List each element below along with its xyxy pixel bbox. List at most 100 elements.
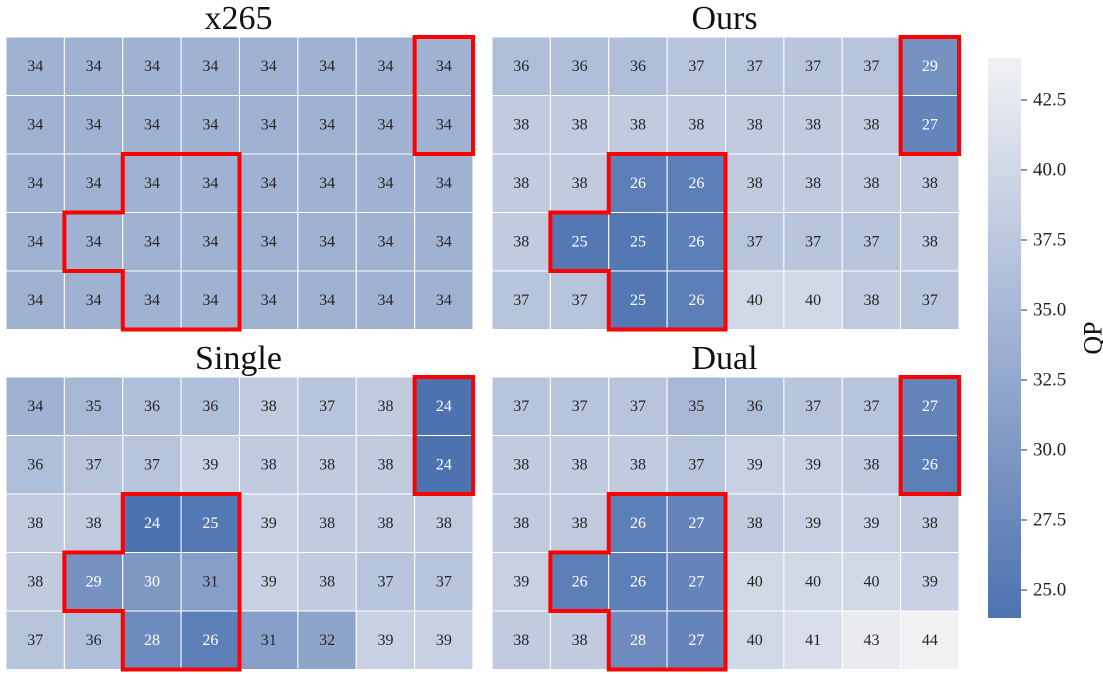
colorbar-tick-label: 27.5 — [1033, 510, 1066, 531]
cell-value-label: 38 — [436, 515, 452, 532]
cell-value-label: 37 — [630, 398, 646, 415]
cell-value-label: 40 — [747, 573, 763, 590]
heatmap-cell — [63, 153, 124, 213]
heatmap-cell — [725, 95, 785, 155]
cell-value-label: 37 — [513, 292, 529, 309]
cell-value-label: 34 — [27, 398, 43, 415]
cell-value-label: 34 — [144, 58, 160, 75]
cell-value-label: 38 — [805, 116, 821, 133]
cell-value-label: 27 — [688, 573, 704, 590]
cell-value-label: 27 — [922, 116, 938, 133]
cell-value-label: 37 — [27, 632, 43, 649]
cell-value-label: 37 — [805, 233, 821, 250]
heatmap-cell — [239, 95, 299, 155]
heatmap-cell — [900, 270, 960, 330]
cell-value-label: 40 — [747, 292, 763, 309]
heatmap-cell — [63, 212, 124, 272]
heatmap-cells: 37 37 37 35 36 37 37 27 38 38 38 37 39 39 38 26 38 38 26 27… — [491, 376, 960, 670]
heatmap-cell — [608, 435, 668, 495]
cell-value-label: 34 — [202, 175, 218, 192]
cell-value-label: 34 — [202, 116, 218, 133]
highlight-outline-column — [412, 35, 475, 156]
heatmap-cell — [180, 435, 240, 495]
cell-value-label: 34 — [27, 175, 43, 192]
heatmap-cell — [841, 36, 902, 96]
heatmap-cell — [355, 435, 416, 495]
cell-value-label: 38 — [377, 398, 393, 415]
cell-value-label: 39 — [377, 632, 393, 649]
cell-value-label: 26 — [922, 456, 938, 473]
heatmap-cell — [783, 552, 843, 612]
heatmap-cell — [5, 376, 65, 436]
heatmap-cell — [841, 376, 902, 436]
cell-value-label: 34 — [86, 116, 102, 133]
heatmap-cell — [491, 552, 551, 612]
colorbar: 25.0 27.5 30.0 32.5 35.0 37.5 40.0 42.5 QP — [988, 58, 1103, 618]
heatmap-cell — [725, 552, 785, 612]
heatmap-cell — [122, 270, 182, 330]
cell-value-label: 34 — [86, 292, 102, 309]
heatmap-cell — [666, 376, 726, 436]
heatmap-cell — [666, 493, 726, 553]
cell-value-label: 44 — [922, 632, 938, 649]
colorbar-tick-label: 37.5 — [1033, 230, 1066, 251]
heatmap-cell — [491, 610, 551, 670]
cell-value-label: 38 — [805, 175, 821, 192]
cell-value-label: 38 — [572, 456, 588, 473]
cell-value-label: 34 — [27, 58, 43, 75]
cell-value-label: 34 — [377, 292, 393, 309]
heatmap-cell — [549, 435, 610, 495]
cell-value-label: 38 — [261, 398, 277, 415]
cell-value-label: 34 — [377, 233, 393, 250]
heatmap-cell — [666, 95, 726, 155]
cell-value-label: 28 — [144, 632, 160, 649]
heatmap-cell — [491, 95, 551, 155]
heatmap-cell — [297, 270, 357, 330]
highlight-outline-region — [62, 492, 242, 672]
cell-value-label: 38 — [922, 515, 938, 532]
cell-value-label: 38 — [513, 456, 529, 473]
cell-value-label: 26 — [202, 632, 218, 649]
heatmap-cell — [5, 36, 65, 96]
heatmap-cell — [355, 153, 416, 213]
heatmap-cell — [63, 270, 124, 330]
heatmap-cell — [5, 95, 65, 155]
cell-value-label: 38 — [319, 456, 335, 473]
heatmap-cell — [122, 153, 182, 213]
heatmap-cell — [608, 95, 668, 155]
heatmap-cell — [297, 153, 357, 213]
cell-value-label: 40 — [747, 632, 763, 649]
heatmap-cell — [5, 610, 65, 670]
heatmap-cell — [180, 153, 240, 213]
heatmap-cell — [549, 493, 610, 553]
panel-title: Single — [195, 340, 282, 377]
cell-value-label: 31 — [261, 632, 277, 649]
cell-value-label: 34 — [86, 233, 102, 250]
cell-value-label: 24 — [436, 456, 452, 473]
heatmap-cell — [297, 493, 357, 553]
cell-value-label: 36 — [27, 456, 43, 473]
cell-value-label: 38 — [863, 456, 879, 473]
cell-value-label: 38 — [513, 233, 529, 250]
heatmap-cell — [549, 610, 610, 670]
cell-value-label: 32 — [319, 632, 335, 649]
heatmap-cell — [414, 376, 474, 436]
colorbar-tick-label: 35.0 — [1033, 300, 1066, 321]
heatmap-cell — [608, 36, 668, 96]
heatmap-cell — [414, 610, 474, 670]
heatmap-cell — [297, 95, 357, 155]
heatmap-cell — [549, 36, 610, 96]
heatmap-cell — [549, 95, 610, 155]
colorbar-tick-label: 42.5 — [1033, 90, 1066, 111]
highlight-outlines — [548, 35, 961, 332]
cell-value-label: 39 — [436, 632, 452, 649]
cell-value-label: 37 — [86, 456, 102, 473]
heatmap-cell — [297, 376, 357, 436]
cell-value-label: 37 — [805, 398, 821, 415]
heatmap-cells: 36 36 36 37 37 37 37 29 38 38 38 38 38 38 38 27 38 38 26 26… — [491, 36, 960, 330]
cell-value-label: 24 — [436, 398, 452, 415]
cell-value-label: 37 — [513, 398, 529, 415]
cell-value-label: 34 — [86, 175, 102, 192]
heatmap-cell — [783, 212, 843, 272]
cell-value-label: 38 — [863, 116, 879, 133]
